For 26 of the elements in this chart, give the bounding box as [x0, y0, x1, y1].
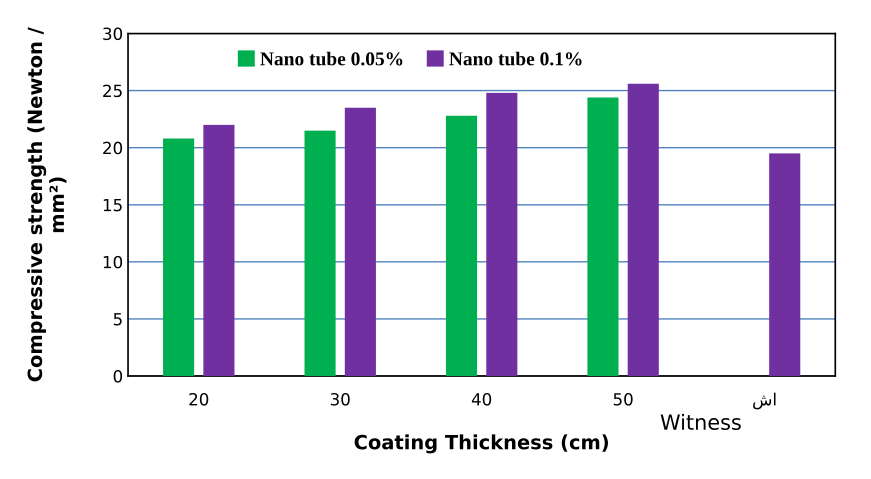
- y-tick-label: 30: [103, 27, 122, 40]
- bar: [304, 130, 336, 376]
- y-tick-label: 10: [104, 256, 122, 268]
- bar: [203, 124, 234, 376]
- legend-label: Nano tube 0.1%: [449, 52, 582, 66]
- y-tick-label: 15: [104, 198, 122, 212]
- x-tick-label: شا: [753, 392, 776, 410]
- bar: [344, 108, 376, 376]
- bar: [446, 116, 478, 376]
- y-tick-label: 25: [103, 84, 122, 98]
- bar: [628, 84, 659, 376]
- y-tick-label: 5: [114, 313, 122, 326]
- legend-label: Nano tube 0.05%: [260, 52, 402, 66]
- x-tick-label: 40: [472, 392, 492, 406]
- bar: [486, 92, 518, 376]
- bar: [587, 97, 619, 376]
- text: Witness: [660, 414, 741, 430]
- bar: [163, 138, 194, 376]
- x-axis-title: Coating Thickness (cm): [354, 434, 608, 454]
- y-tick-label: 0: [114, 370, 122, 383]
- bar: [769, 153, 800, 376]
- x-tick-label: 50: [614, 392, 633, 406]
- y-axis-title: Compressive strength (Newton / mm²): [27, 27, 66, 382]
- x-tick-label: 30: [330, 392, 350, 406]
- x-tick-label: 20: [189, 392, 208, 406]
- y-tick-label: 20: [103, 142, 122, 154]
